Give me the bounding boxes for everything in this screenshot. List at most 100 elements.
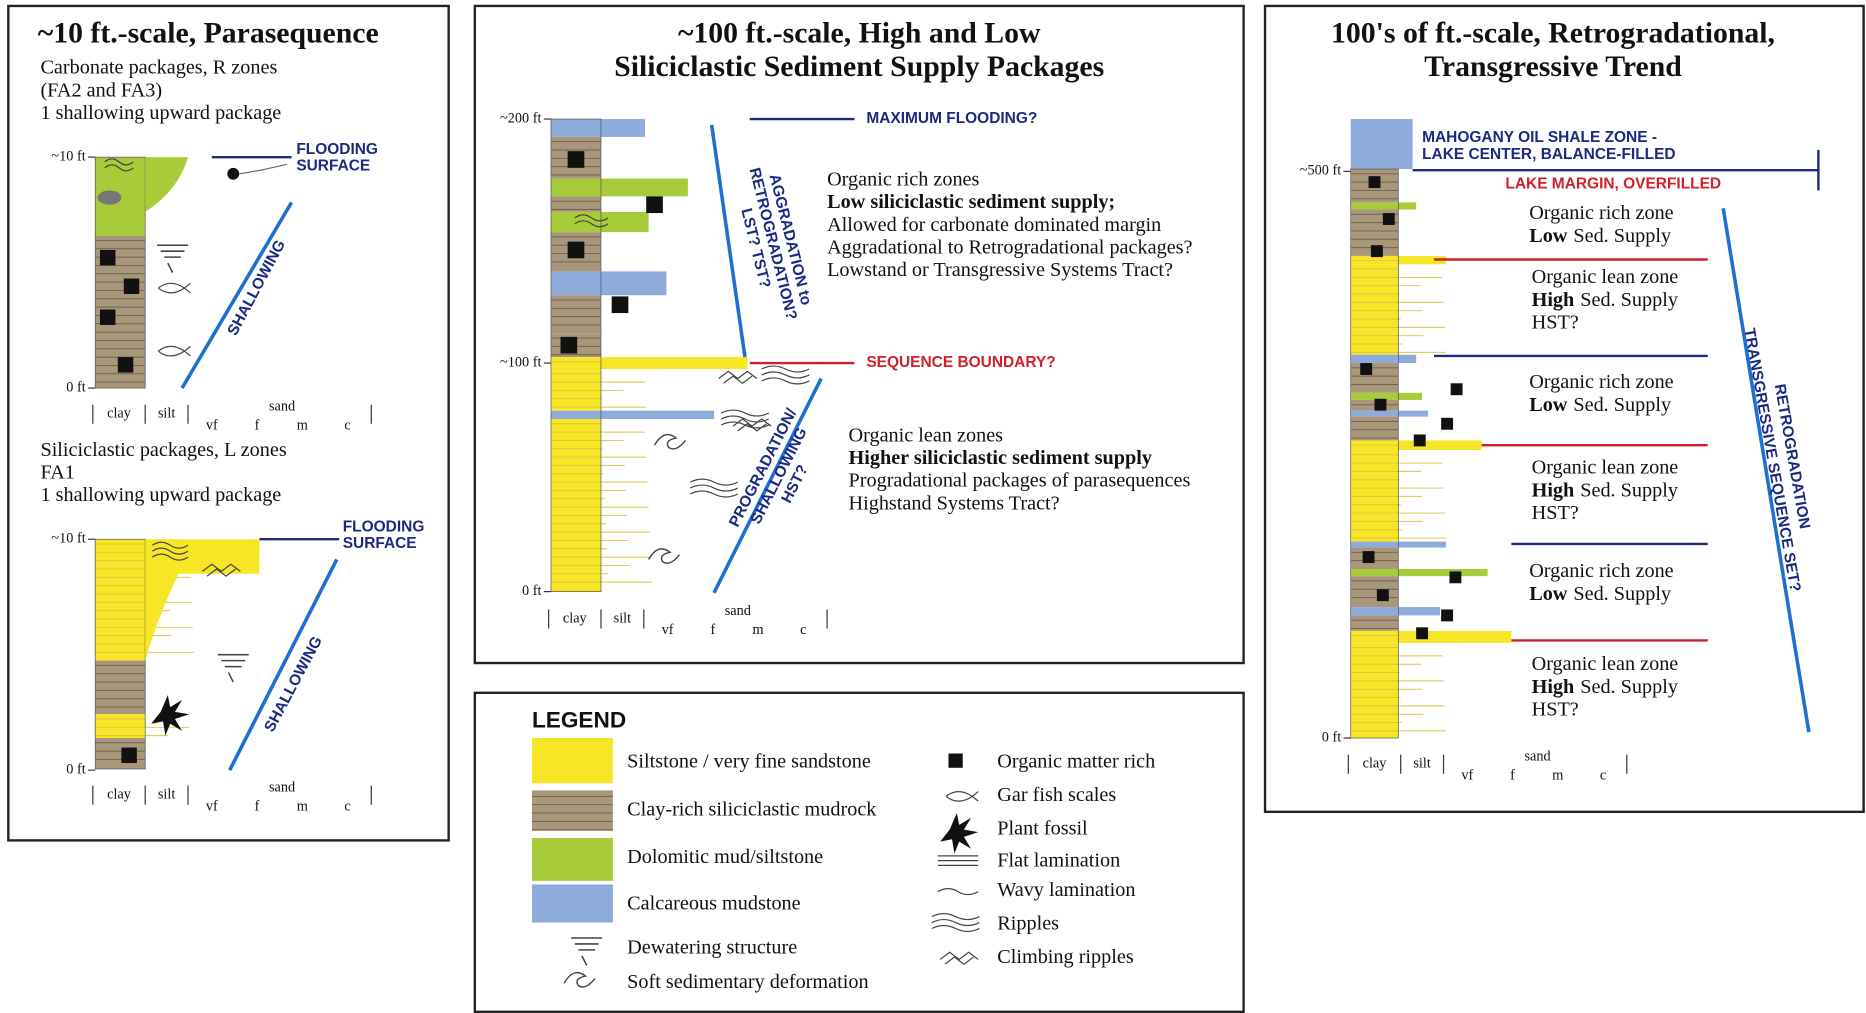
label: Siltstone / very fine sandstone (627, 751, 871, 773)
bed (95, 539, 146, 661)
bed-extension (600, 271, 667, 296)
bed (550, 295, 601, 334)
label: Siliciclastic Sediment Supply Packages (614, 50, 1104, 83)
bed (1350, 607, 1399, 616)
ripple-symbol (720, 409, 770, 417)
label: silt (614, 610, 631, 626)
organic-symbol (1449, 571, 1462, 584)
right-panel (1263, 4, 1865, 814)
bed (1350, 630, 1399, 643)
rule (1721, 208, 1811, 733)
organic-symbol (1362, 551, 1375, 564)
deformation-symbol (563, 971, 596, 988)
label: LEGEND (532, 707, 626, 732)
bed-extension (1398, 440, 1482, 450)
supply-level: Low (1529, 394, 1568, 416)
label: Progradational packages of parasequences (849, 470, 1191, 492)
bed-extension (600, 410, 715, 420)
label: Aggradational to Retrogradational packag… (827, 236, 1192, 258)
bed-extension (1398, 392, 1423, 400)
legend-swatch (531, 838, 613, 881)
supply-level: High (1532, 676, 1575, 698)
trend-text: SHALLOWING (224, 237, 289, 338)
label: Soft sedimentary deformation (627, 971, 868, 993)
label: ~100 ft.-scale, High and Low (678, 17, 1041, 50)
wavy-symbol (937, 888, 979, 896)
climbing-ripple-symbol (732, 418, 772, 432)
bed (550, 119, 601, 137)
ripple-symbol (761, 371, 810, 379)
label: MAXIMUM FLOODING? (866, 110, 1037, 127)
ripple-symbol (104, 164, 134, 172)
left-panel (7, 4, 450, 842)
bed (1350, 568, 1399, 577)
label: 100's of ft.-scale, Retrogradational, (1331, 17, 1775, 50)
label: FLOODING (296, 141, 378, 158)
bed (1350, 202, 1399, 210)
rule (712, 377, 823, 594)
bed (1350, 410, 1399, 417)
trend-text: SHALLOWING (261, 634, 326, 735)
organic-symbol (1450, 383, 1463, 396)
label: silt (158, 786, 175, 802)
bed (550, 419, 601, 592)
bed (1350, 354, 1399, 364)
organic-symbol (567, 151, 585, 168)
organic-symbol (121, 747, 137, 764)
bed (95, 660, 146, 715)
supply-text: Sed. Supply (1580, 289, 1679, 311)
bed (1350, 416, 1399, 441)
fish-symbol (157, 282, 191, 294)
clast-symbol (97, 190, 122, 205)
ripple-symbol (574, 220, 609, 228)
supply-label: Low Sed. Supply (1529, 225, 1672, 247)
legend-panel (473, 691, 1245, 1013)
bed (550, 196, 601, 212)
supply-level: Low (1529, 225, 1568, 247)
bed (550, 178, 601, 197)
organic-symbol (1370, 245, 1383, 258)
trend-label: SHALLOWING (261, 634, 326, 735)
bed-extension (145, 157, 189, 212)
label: HST? (1532, 311, 1579, 333)
label: Highstand Systems Tract? (849, 492, 1060, 514)
label: Organic rich zone (1529, 371, 1673, 393)
label: 0 ft (1322, 729, 1341, 745)
label: Higher siliciclastic sediment supply (849, 447, 1152, 469)
label: f (255, 417, 260, 433)
ripple-symbol (104, 158, 134, 166)
bed-extension (1398, 354, 1417, 364)
dewatering-symbol (217, 653, 249, 683)
label: Wavy lamination (997, 879, 1135, 901)
label: Organic matter rich (997, 751, 1155, 773)
label: Climbing ripples (997, 946, 1134, 968)
deformation-symbol (647, 548, 681, 564)
ripple-symbol (761, 377, 810, 385)
organic-symbol (123, 278, 140, 295)
bed-extension (1398, 202, 1417, 210)
organic-symbol (567, 241, 585, 259)
ripple-symbol (931, 913, 980, 921)
supply-level: Low (1529, 583, 1568, 605)
bed (1350, 615, 1399, 631)
label: HST? (1532, 698, 1579, 720)
legend-swatch (531, 790, 613, 831)
label: m (1552, 767, 1563, 783)
organic-symbol (611, 296, 629, 314)
label: Allowed for carbonate dominated margin (827, 214, 1161, 236)
supply-level: High (1532, 289, 1575, 311)
label: vf (662, 622, 674, 638)
label: m (297, 798, 308, 814)
label: Siliciclastic packages, L zones (40, 439, 286, 461)
label: Dewatering structure (627, 936, 797, 958)
legend-swatch (531, 738, 613, 784)
bed-extension (1398, 410, 1429, 417)
bed (1350, 255, 1399, 265)
ripple-symbol (689, 478, 739, 486)
rule (709, 124, 747, 358)
label: clay (107, 406, 132, 422)
organic-symbol (1382, 213, 1395, 225)
